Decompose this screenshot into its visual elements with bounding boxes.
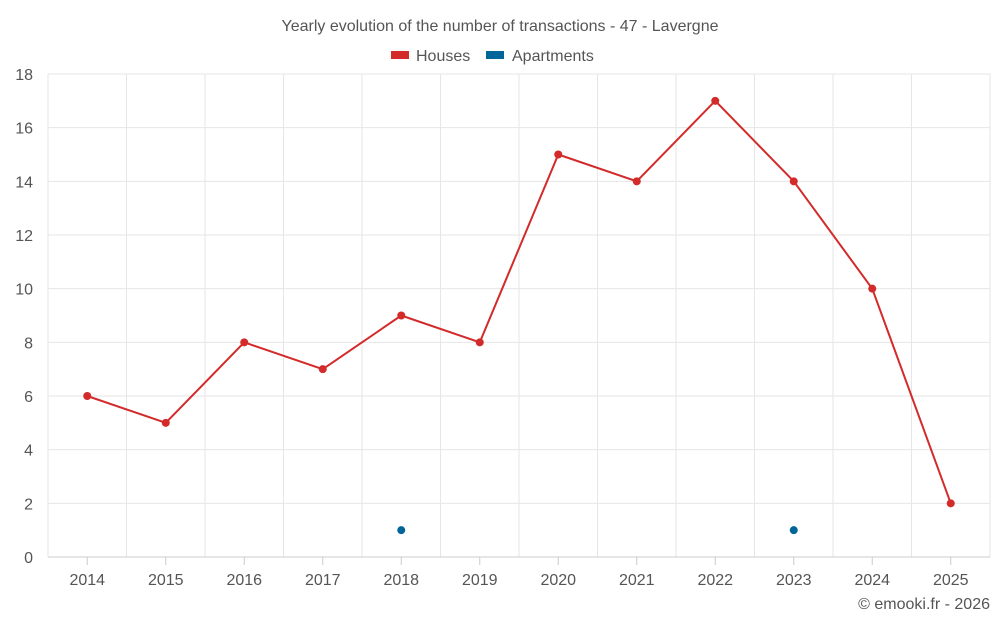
x-tick-label: 2022	[697, 572, 733, 589]
data-point-houses[interactable]	[554, 150, 563, 159]
data-point-houses[interactable]	[475, 338, 484, 347]
y-axis-ticks: 0 2 4 6 8 10 12 14 16 18	[15, 67, 33, 567]
y-tick-label: 10	[15, 282, 33, 299]
data-point-houses[interactable]	[397, 311, 406, 320]
series-houses	[83, 96, 955, 508]
credit-text: © emooki.fr - 2026	[858, 596, 990, 613]
x-tick-label: 2015	[148, 572, 184, 589]
y-tick-label: 12	[15, 228, 33, 245]
data-point-houses[interactable]	[83, 392, 92, 400]
data-point-houses[interactable]	[161, 418, 170, 427]
series-apartments	[397, 526, 798, 535]
legend: Houses Apartments	[391, 48, 594, 65]
x-tick-label: 2014	[69, 572, 105, 589]
x-tick-label: 2021	[619, 572, 655, 589]
x-tick-label: 2016	[226, 572, 262, 589]
data-point-houses[interactable]	[240, 338, 249, 347]
x-tick-label: 2025	[933, 572, 969, 589]
y-tick-label: 16	[15, 121, 33, 138]
chart-title: Yearly evolution of the number of transa…	[282, 18, 719, 35]
y-tick-label: 14	[15, 174, 33, 191]
y-tick-label: 4	[24, 443, 33, 460]
x-tick-label: 2020	[540, 572, 576, 589]
legend-swatch-houses	[391, 51, 409, 59]
legend-label-apartments[interactable]: Apartments	[512, 48, 594, 65]
series-line-houses	[86, 99, 952, 504]
x-tick-label: 2019	[462, 572, 498, 589]
data-point-houses[interactable]	[711, 96, 720, 105]
y-tick-label: 6	[24, 389, 33, 406]
data-point-apartments[interactable]	[397, 526, 406, 535]
y-tick-label: 8	[24, 335, 33, 352]
y-tick-label: 2	[24, 496, 33, 513]
data-point-houses[interactable]	[946, 499, 955, 508]
gridlines	[47, 73, 991, 557]
x-tick-label: 2017	[305, 572, 341, 589]
data-point-apartments[interactable]	[789, 526, 798, 535]
series	[83, 96, 955, 535]
legend-label-houses[interactable]: Houses	[416, 48, 470, 65]
data-point-houses[interactable]	[318, 365, 327, 374]
x-tick-label: 2024	[854, 572, 890, 589]
data-point-houses[interactable]	[789, 177, 798, 186]
x-axis-ticks: 2014 2015 2016 2017 2018 2019 2020 2021 2022 2023…	[69, 557, 969, 589]
data-point-houses[interactable]	[868, 284, 877, 293]
y-tick-label: 18	[15, 67, 33, 84]
x-tick-label: 2018	[383, 572, 419, 589]
legend-swatch-apartments	[486, 51, 504, 59]
x-tick-label: 2023	[776, 572, 812, 589]
data-point-houses[interactable]	[632, 177, 641, 186]
y-tick-label: 0	[24, 550, 33, 567]
